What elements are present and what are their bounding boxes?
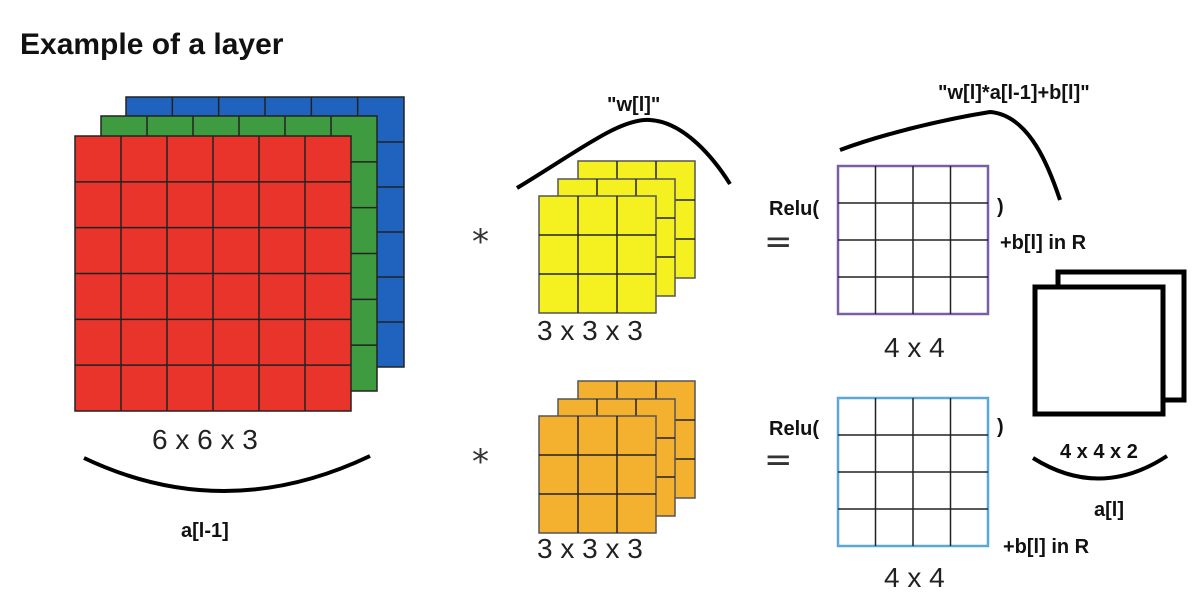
equals-sign-2: = [764, 440, 793, 480]
result-volume [1032, 269, 1187, 417]
input-brace [83, 454, 371, 493]
filter-2-dims-label: 3 x 3 x 3 [537, 533, 643, 564]
result-dims-label: 4 x 4 x 2 [1060, 441, 1138, 463]
output-1-dims-label: 4 x 4 [884, 332, 945, 363]
relu-open-2: Relu( [769, 418, 819, 440]
result-name-label: a[l] [1094, 499, 1124, 521]
bias-label-2: +b[l] in R [1003, 536, 1090, 558]
filter-2-layer-3-fill [538, 415, 657, 534]
filter-group-label: "w[l]" [607, 94, 661, 116]
input-dims-label: 6 x 6 x 3 [152, 424, 258, 455]
input-channel-red [74, 135, 352, 412]
convolution-operator-1: * [472, 222, 489, 262]
filter-2-volume [538, 380, 696, 534]
filter-1-volume [538, 160, 696, 314]
input-volume [74, 96, 405, 412]
filter-1-dims-label: 3 x 3 x 3 [537, 315, 643, 346]
input-name-label: a[l-1] [181, 520, 229, 542]
equals-sign-1: = [764, 222, 793, 262]
formula-brace [839, 109, 1062, 201]
result-brace [1031, 454, 1169, 481]
bias-label-1: +b[l] in R [1000, 232, 1087, 254]
page-title: Example of a layer [20, 28, 284, 61]
relu-open-1: Relu( [769, 198, 819, 220]
output-2-dims-label: 4 x 4 [884, 562, 945, 593]
result-front-square [1032, 284, 1166, 417]
relu-close-1: ) [997, 196, 1004, 218]
formula-label: "w[l]*a[l-1]+b[l]" [938, 82, 1090, 104]
output-1-grid [836, 164, 990, 316]
filter-brace [515, 117, 732, 190]
convolution-operator-2: * [472, 442, 489, 482]
output-2-grid [836, 396, 990, 548]
relu-close-2: ) [997, 416, 1004, 438]
filter-1-layer-3-fill [538, 195, 657, 314]
